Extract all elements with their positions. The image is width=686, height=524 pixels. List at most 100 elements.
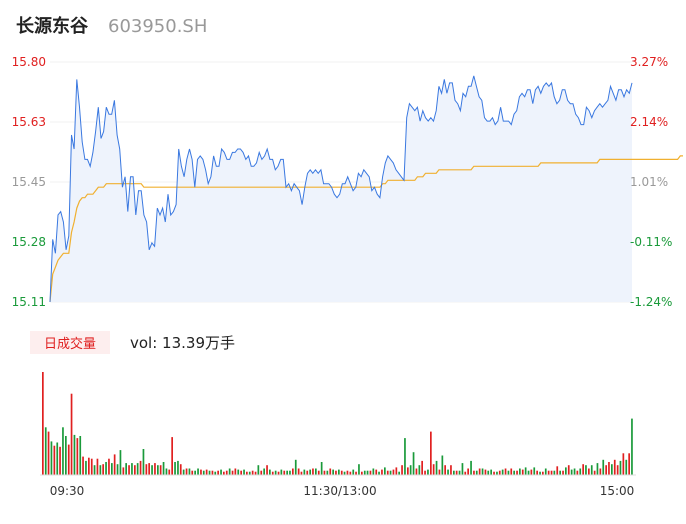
volume-bar <box>516 470 518 475</box>
volume-bar <box>128 465 130 475</box>
volume-bar <box>392 469 395 475</box>
volume-bar <box>421 460 423 475</box>
volume-bar <box>266 465 268 475</box>
volume-bar <box>165 468 168 475</box>
price-line <box>49 75 633 303</box>
volume-bar <box>372 468 375 475</box>
volume-bar <box>409 465 412 475</box>
volume-bar <box>303 469 306 475</box>
volume-bar <box>62 427 64 475</box>
volume-bar <box>418 465 421 475</box>
volume-bar <box>159 465 162 475</box>
volume-bar <box>478 468 481 475</box>
volume-bar <box>194 470 196 475</box>
volume-bar <box>498 470 501 475</box>
volume-bar <box>596 463 599 475</box>
volume-bar <box>254 471 257 475</box>
x-tick: 11:30/13:00 <box>303 484 376 498</box>
volume-bar <box>366 470 369 475</box>
volume-bar <box>504 468 507 475</box>
volume-bar <box>312 468 314 475</box>
volume-bar <box>202 470 205 475</box>
volume-bar <box>519 468 521 475</box>
volume-bar <box>99 465 102 475</box>
volume-bar <box>102 464 104 475</box>
stock-code: 603950.SH <box>108 16 208 37</box>
volume-bar <box>323 470 326 475</box>
volume-bar <box>432 464 435 475</box>
volume-bar <box>573 468 576 475</box>
volume-bar <box>542 471 544 475</box>
volume-bar <box>510 468 513 475</box>
volume-bar <box>154 463 156 475</box>
volume-bar <box>461 463 464 475</box>
volume-bar <box>470 460 472 475</box>
volume-bar <box>590 465 593 475</box>
volume-bar <box>142 449 145 475</box>
volume-bar <box>292 468 294 475</box>
volume-bar <box>355 471 357 475</box>
volume-bar <box>225 470 228 475</box>
volume-bar <box>481 468 484 475</box>
volume-bar <box>177 460 179 475</box>
volume-bar <box>96 458 99 475</box>
y-left-tick: 15.45 <box>12 175 46 189</box>
volume-bar <box>444 465 446 475</box>
volume-bar <box>139 460 142 475</box>
volume-bar <box>384 467 386 475</box>
volume-bar <box>340 470 343 475</box>
volume-bar <box>145 464 148 475</box>
volume-bar <box>375 469 378 475</box>
volume-bar <box>286 470 288 475</box>
volume-bar <box>487 470 490 475</box>
volume-bar <box>613 459 616 475</box>
volume-bar <box>246 471 248 475</box>
volume-bar <box>332 469 334 475</box>
volume-bar <box>151 465 153 475</box>
volume-bar <box>119 450 122 475</box>
volume-bar <box>593 470 596 475</box>
volume-bar <box>450 465 452 475</box>
volume-bar <box>588 468 590 475</box>
volume-bar <box>116 464 119 475</box>
volume-bar <box>237 469 240 475</box>
volume-bar <box>208 470 211 475</box>
volume-bar <box>625 459 628 475</box>
volume-bar <box>404 438 406 475</box>
volume-bar <box>179 464 182 475</box>
volume-bar <box>171 437 173 475</box>
volume-bar <box>300 471 303 475</box>
volume-bar <box>576 470 579 475</box>
volume-bar <box>559 470 561 475</box>
volume-bars <box>42 372 633 475</box>
volume-bar <box>220 469 222 475</box>
volume-bar <box>358 464 360 475</box>
avg-price-line <box>49 155 683 303</box>
volume-bar <box>570 469 573 475</box>
volume-bar <box>228 468 231 475</box>
volume-bar <box>168 469 171 475</box>
volume-bar <box>162 462 165 475</box>
volume-bar <box>56 442 59 475</box>
volume-bar <box>369 470 372 475</box>
volume-bar <box>223 471 225 475</box>
volume-bar <box>122 467 125 475</box>
y-right-tick: 3.27% <box>630 55 668 69</box>
volume-bar <box>544 468 547 475</box>
volume-bar <box>136 463 139 475</box>
y-axis-left: 15.80 15.63 15.45 15.28 15.11 <box>12 55 46 309</box>
volume-bar <box>349 471 352 475</box>
volume-bar <box>412 452 415 475</box>
volume-bar <box>269 469 271 475</box>
volume-bar <box>389 470 392 475</box>
volume-bar <box>280 469 283 475</box>
volume-bar <box>306 470 309 475</box>
volume-bar <box>182 469 185 475</box>
volume-bar <box>67 444 70 475</box>
volume-bar <box>329 468 332 475</box>
volume-bar <box>547 470 550 475</box>
volume-bar <box>398 471 400 475</box>
volume-bar <box>401 465 403 475</box>
volume-bar <box>309 469 311 475</box>
volume-bar <box>294 459 297 475</box>
